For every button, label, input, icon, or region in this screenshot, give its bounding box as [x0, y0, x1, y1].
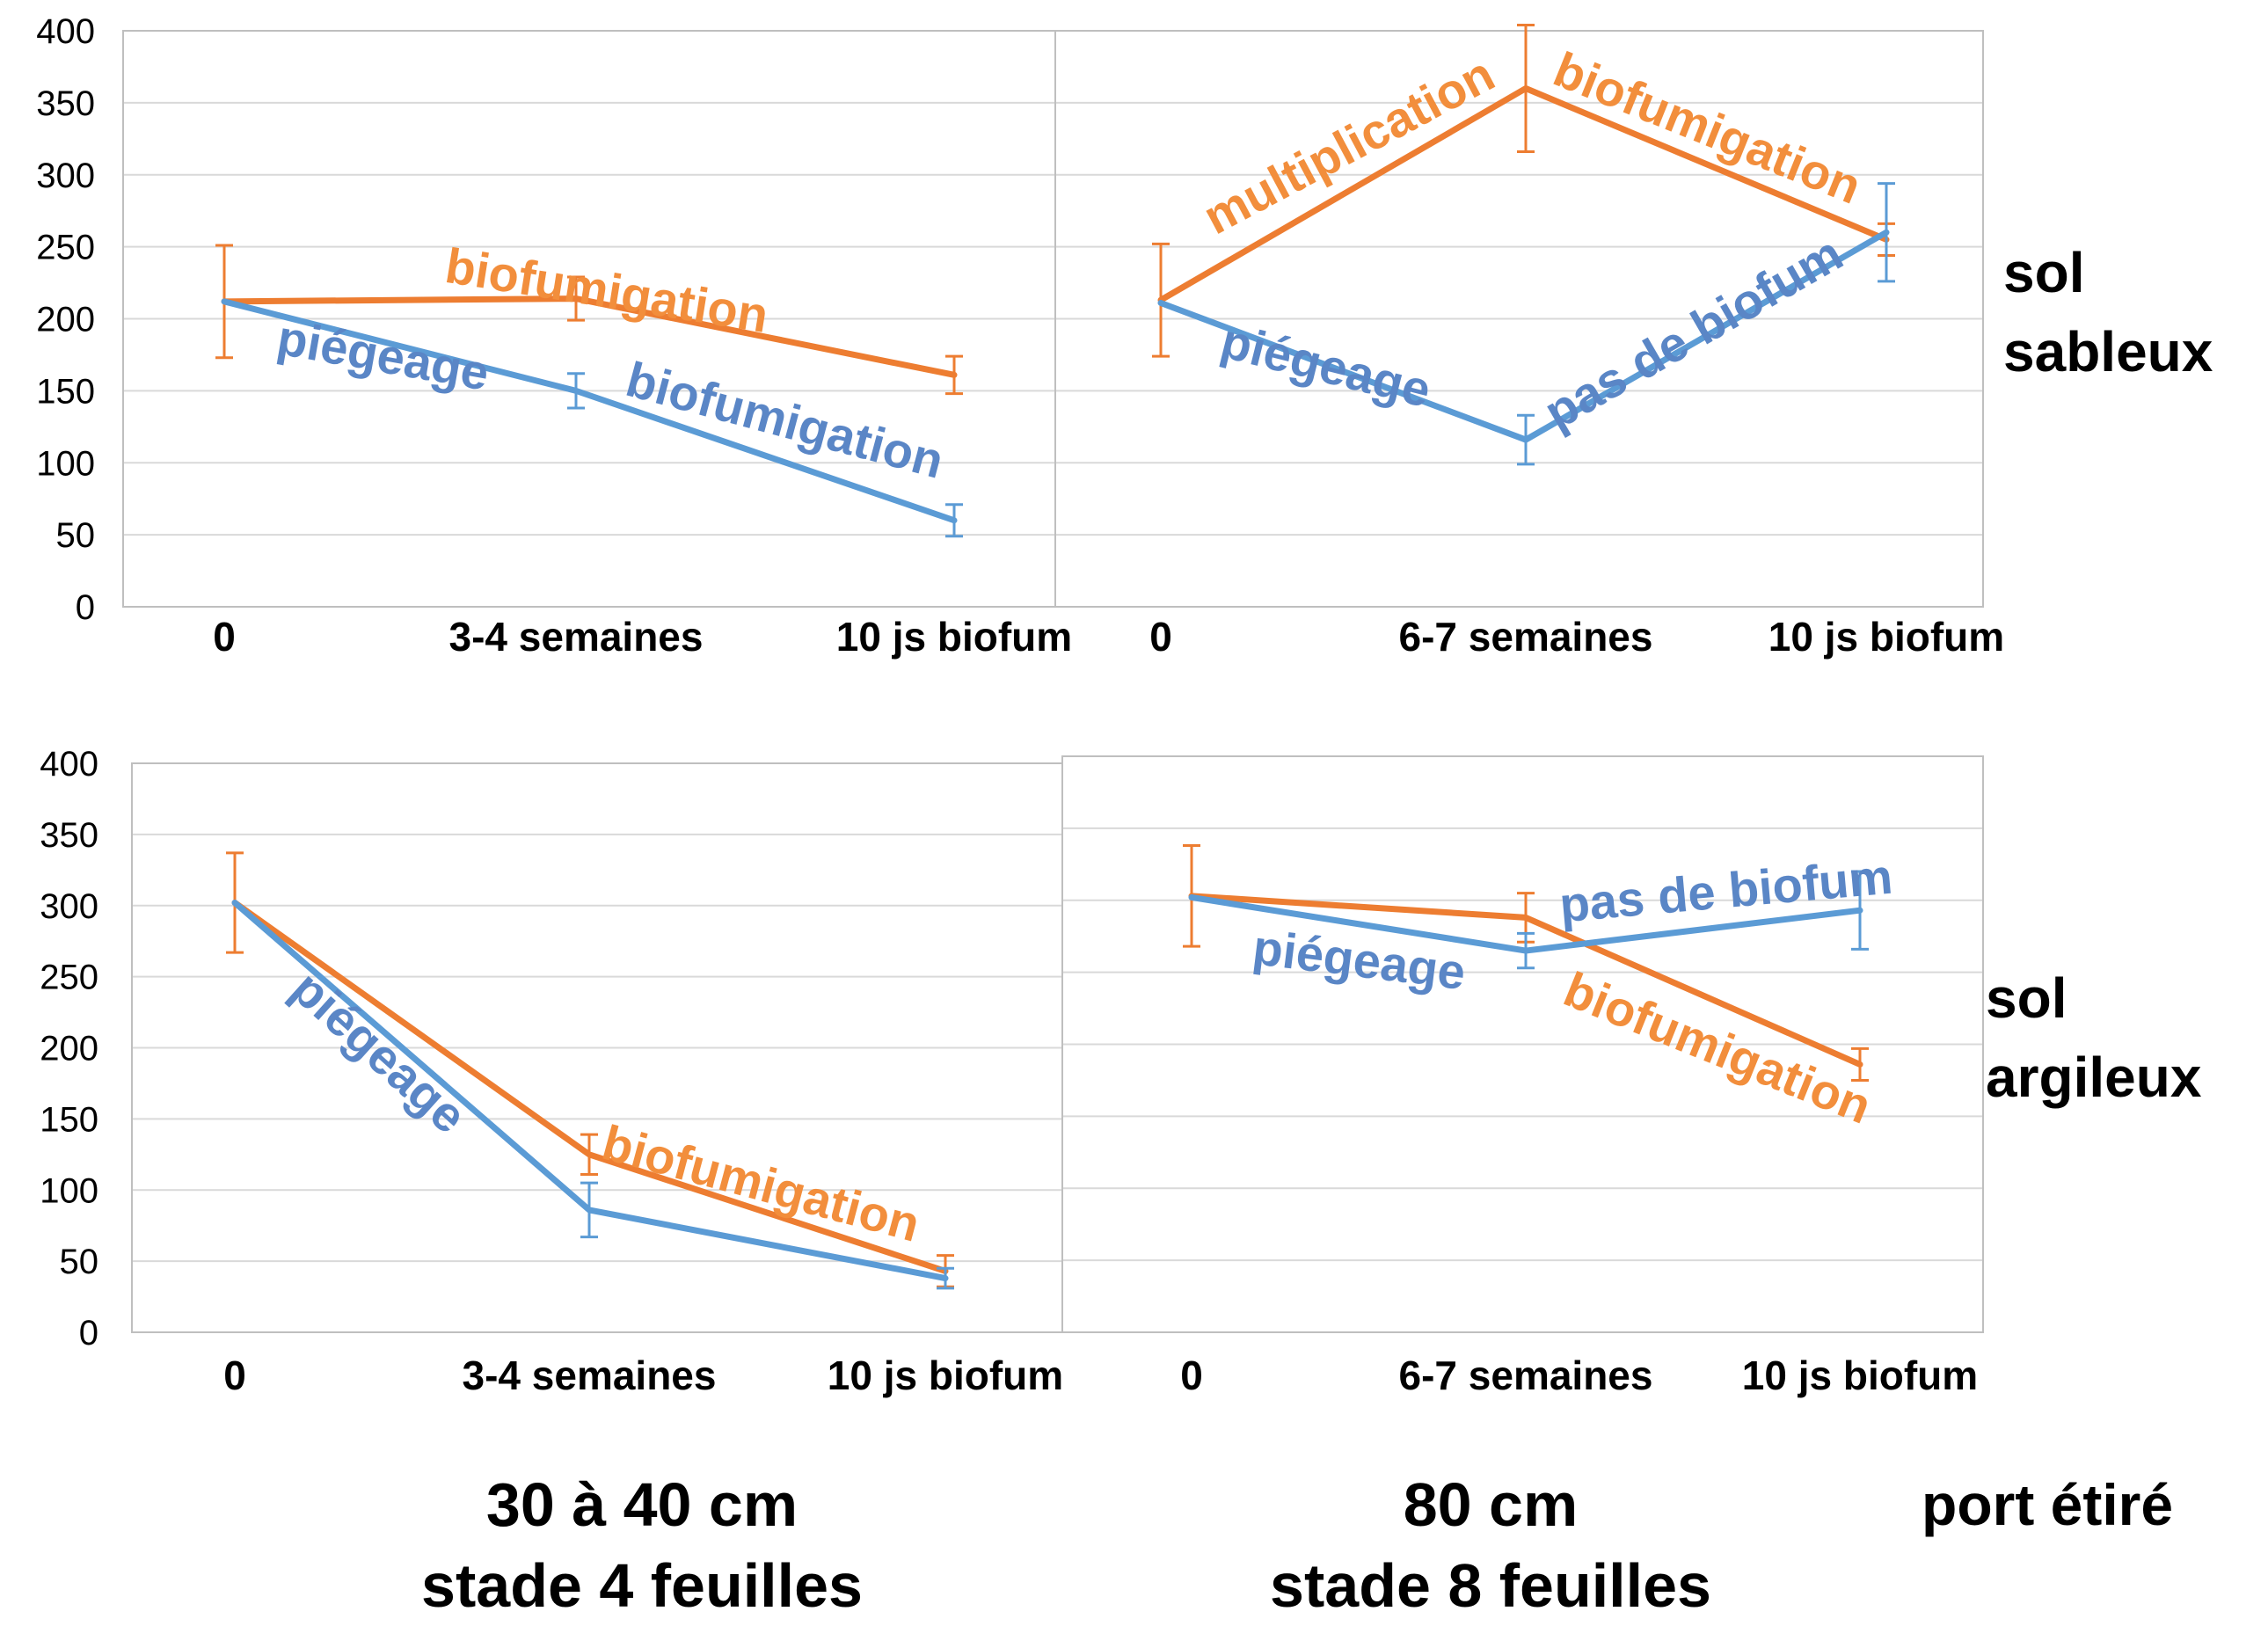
chart-panel-top-left: 400 350 300 250 200 150 100 50 0 0 3-4 semaines 10 …	[36, 12, 1072, 660]
row-label-bottom-line1: sol	[1986, 966, 2067, 1030]
y-tick-label: 300	[36, 157, 95, 195]
x-category-label: 6-7 semaines	[1399, 1353, 1653, 1398]
x-category-label: 10 js biofum	[1768, 614, 2004, 660]
series-line	[1157, 85, 1890, 303]
y-tick-label: 400	[40, 745, 98, 784]
x-category-label: 10 js biofum	[836, 614, 1072, 660]
y-tick-label: 0	[79, 1314, 98, 1353]
x-category-label: 0	[1180, 1353, 1203, 1398]
column-label-right: 80 cm stade 8 feuilles	[1253, 1464, 1728, 1626]
y-tick-label: 350	[36, 84, 95, 123]
x-category-label: 0	[213, 614, 236, 660]
y-tick-label: 200	[40, 1030, 98, 1068]
series-annotation-label: piégeage	[1215, 312, 1436, 418]
y-tick-label: 150	[36, 372, 95, 411]
series-line	[1188, 893, 1863, 954]
y-tick-label: 250	[36, 229, 95, 267]
series-annotation-label: pas de biofum	[1535, 225, 1851, 440]
x-category-label: 0	[223, 1353, 246, 1398]
x-category-label: 6-7 semaines	[1399, 614, 1653, 660]
series-annotation-label: biofumigation	[1546, 41, 1869, 215]
x-category-label: 10 js biofum	[828, 1353, 1063, 1398]
x-category-label: 0	[1149, 614, 1172, 660]
x-category-label: 10 js biofum	[1742, 1353, 1978, 1398]
series-annotation-label: piégeage	[1250, 919, 1469, 1000]
y-tick-label: 400	[36, 12, 95, 51]
series-line	[1157, 229, 1890, 443]
row-label-top-line2: sableux	[2003, 320, 2213, 383]
y-tick-label: 350	[40, 816, 98, 855]
series-annotation-label: biofumigation	[1557, 961, 1879, 1134]
chart-panel-bottom-right: 0 6-7 semaines 10 js biofum piégeage pas de …	[1061, 755, 1984, 1398]
x-category-label: 3-4 semaines	[449, 614, 704, 660]
plot-frame	[1061, 755, 1984, 1333]
plot-frame	[1054, 30, 1984, 608]
y-tick-label: 50	[60, 1243, 99, 1281]
series-annotation-label: biofumigation	[441, 237, 771, 343]
column-label-left-line2: stade 4 feuilles	[421, 1551, 863, 1620]
y-tick-label: 300	[40, 887, 98, 926]
row-label-bottom-line2: argileux	[1986, 1046, 2202, 1109]
series-annotation-label: multiplication	[1194, 46, 1503, 245]
column-label-extra: port étiré	[1922, 1472, 2174, 1537]
column-label-left: 30 à 40 cm stade 4 feuilles	[405, 1464, 879, 1626]
row-label-bottom: sol argileux	[1986, 959, 2201, 1117]
series-line	[231, 900, 949, 1282]
column-label-right-line2: stade 8 feuilles	[1270, 1551, 1711, 1620]
y-tick-label: 50	[56, 516, 96, 555]
series-line	[1188, 893, 1863, 1068]
y-tick-label: 100	[40, 1171, 98, 1210]
series-line	[221, 295, 958, 378]
y-tick-label: 200	[36, 301, 95, 339]
y-tick-label: 150	[40, 1100, 98, 1139]
series-line	[221, 298, 958, 524]
chart-panel-top-right: 0 6-7 semaines 10 js biofum multiplication b…	[1054, 23, 2004, 660]
series-annotation-label: biofumigation	[597, 1114, 926, 1252]
y-tick-label: 100	[36, 444, 95, 483]
series-annotation-label: piégeage	[273, 310, 493, 401]
row-label-top-line1: sol	[2003, 241, 2085, 304]
row-label-top: sol sableux	[2003, 233, 2213, 391]
column-label-right-line1: 80 cm	[1403, 1470, 1579, 1539]
chart-panel-bottom-left: 400 350 300 250 200 150 100 50 0 0 3-4 semaines 10 …	[40, 745, 1063, 1398]
y-tick-label: 0	[76, 588, 95, 627]
x-category-label: 3-4 semaines	[463, 1353, 717, 1398]
series-annotation-label: pas de biofum	[1557, 849, 1895, 933]
column-label-left-line1: 30 à 40 cm	[485, 1470, 799, 1539]
y-tick-label: 250	[40, 959, 98, 997]
series-line	[231, 900, 949, 1274]
